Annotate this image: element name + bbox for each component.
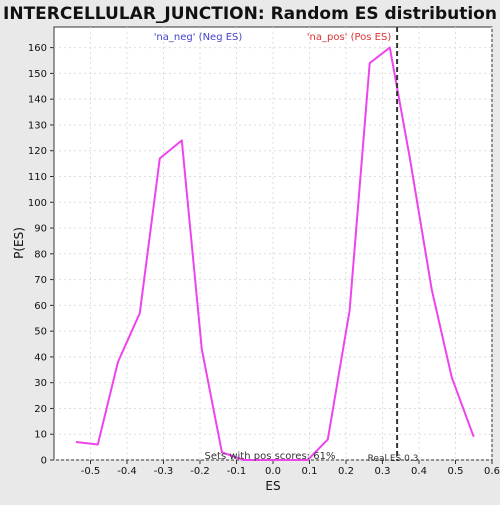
- y-tick-label: 100: [28, 198, 47, 209]
- x-tick-label: 0.0: [265, 466, 281, 477]
- x-tick-label: 0.3: [375, 466, 391, 477]
- y-tick-label: 40: [34, 352, 47, 363]
- x-tick-label: -0.3: [154, 466, 174, 477]
- x-axis-ticks: -0.5 -0.4 -0.3 -0.2 -0.1 0.0 0.1 0.2 0.3 0.4 0.5 0.…: [81, 460, 500, 477]
- x-tick-label: -0.4: [117, 466, 137, 477]
- neg-es-label: 'na_neg' (Neg ES): [154, 32, 243, 43]
- y-tick-label: 0: [41, 456, 47, 467]
- es-distribution-line: [75, 46, 475, 461]
- x-tick-label: 0.6: [484, 466, 500, 477]
- y-tick-label: 160: [28, 43, 47, 54]
- y-tick-label: 90: [34, 224, 47, 235]
- y-tick-label: 60: [34, 301, 47, 312]
- series-layer: [75, 46, 475, 461]
- chart-title: INTERCELLULAR_JUNCTION: Random ES distri…: [3, 4, 497, 24]
- x-tick-label: 0.4: [411, 466, 427, 477]
- x-tick-label: 0.1: [302, 466, 318, 477]
- pos-es-label: 'na_pos' (Pos ES): [307, 32, 392, 43]
- x-tick-label: -0.2: [190, 466, 210, 477]
- y-tick-label: 110: [28, 172, 47, 183]
- y-tick-label: 140: [28, 95, 47, 106]
- pos-scores-label: Sets with pos scores: 61%: [205, 451, 336, 462]
- x-tick-label: 0.5: [448, 466, 464, 477]
- y-tick-label: 20: [34, 404, 47, 415]
- y-tick-label: 10: [34, 430, 47, 441]
- y-tick-label: 120: [28, 146, 47, 157]
- x-tick-label: -0.1: [227, 466, 247, 477]
- x-tick-label: -0.5: [81, 466, 101, 477]
- y-axis-label: P(ES): [12, 227, 26, 259]
- y-tick-label: 30: [34, 378, 47, 389]
- y-tick-label: 70: [34, 275, 47, 286]
- x-axis-label: ES: [265, 479, 280, 493]
- y-tick-label: 150: [28, 69, 47, 80]
- x-tick-label: 0.2: [338, 466, 354, 477]
- y-tick-label: 130: [28, 120, 47, 131]
- real-es-label: Real ES 0.3: [368, 454, 419, 464]
- y-tick-label: 50: [34, 327, 47, 338]
- y-axis-ticks: 0 10 20 30 40 50 60 70 80 90 100 110 120 130 140 150 160: [28, 43, 54, 467]
- y-tick-label: 80: [34, 249, 47, 260]
